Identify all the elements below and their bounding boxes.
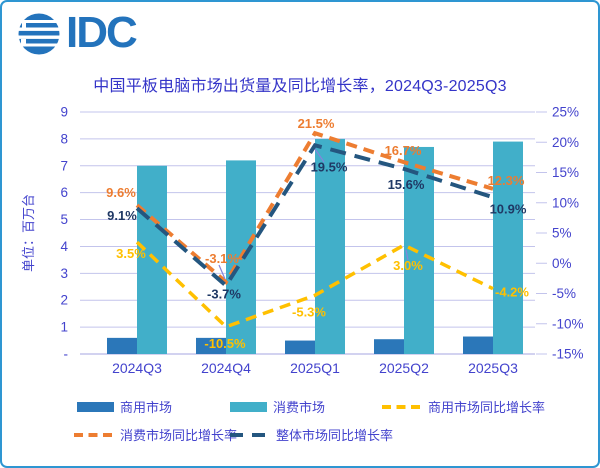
x-axis-label: 2025Q1 (290, 360, 340, 376)
y-axis-right-tick: 5% (552, 226, 572, 241)
x-axis-label: 2024Q3 (112, 360, 162, 376)
y-axis-left-tick: 3 (60, 266, 68, 281)
bar-commercial-market (463, 336, 493, 354)
y-axis-right-tick: 10% (552, 195, 579, 210)
bar-commercial-market (196, 337, 226, 354)
data-label: 9.6% (106, 185, 136, 200)
y-axis-left-tick: 2 (60, 293, 68, 308)
idc-logo: IDC (16, 8, 138, 57)
bar-consumer-market (315, 138, 345, 354)
data-label: 16.7% (385, 143, 422, 158)
y-axis-left-tick: 8 (60, 131, 68, 146)
data-label: -3.7% (207, 287, 241, 302)
y-axis-left-tick: 6 (60, 185, 68, 200)
bar-consumer-market (493, 141, 523, 354)
data-label: 10.9% (490, 201, 527, 216)
y-axis-left-tick: - (64, 347, 69, 362)
y-axis-left-tick: 4 (60, 239, 68, 254)
data-label: -10.5% (204, 336, 246, 351)
growth-line-consumer (135, 130, 494, 286)
y-axis-right-tick: -15% (552, 347, 584, 362)
bar-consumer-market (137, 165, 167, 354)
x-axis-label: 2025Q2 (379, 360, 429, 376)
idc-globe-icon (18, 13, 60, 55)
data-label: 19.5% (311, 159, 348, 174)
leader-line (314, 148, 325, 163)
y-axis-right-tick: 0% (552, 256, 572, 271)
y-axis-left-tick: 5 (60, 212, 68, 227)
y-axis-left-tick: 7 (60, 158, 68, 173)
data-label: -3.1% (205, 251, 239, 266)
leader-line (218, 264, 226, 280)
data-label: 3.5% (116, 246, 146, 261)
y-axis-right-tick: 20% (552, 135, 579, 150)
data-label: 12.3% (488, 173, 525, 188)
bar-commercial-market (107, 337, 137, 354)
data-label: -5.3% (292, 304, 326, 319)
chart-title: 中国平板电脑市场出货量及同比增长率，2024Q3-2025Q3 (93, 78, 507, 95)
idc-logo-text: IDC (66, 8, 138, 57)
data-label: 9.1% (107, 208, 137, 223)
x-axis-label: 2024Q4 (201, 360, 251, 376)
y-axis-right-tick: -5% (552, 286, 576, 301)
y-axis-right-tick: 25% (552, 105, 579, 120)
bar-consumer-market (404, 146, 434, 354)
data-label: 3.0% (393, 258, 423, 273)
data-label: -4.2% (495, 285, 529, 300)
leader-line (405, 249, 409, 261)
y-axis-left-tick: 1 (60, 320, 68, 335)
bar-commercial-market (374, 339, 404, 354)
y-axis-left-tick: 9 (60, 105, 68, 120)
data-label: 21.5% (298, 116, 335, 131)
y-axis-right-tick: -10% (552, 316, 584, 331)
growth-line-overall (135, 142, 494, 289)
x-axis-label: 2025Q3 (468, 360, 518, 376)
bar-commercial-market (285, 340, 315, 354)
y-axis-title: 单位：百万台 (21, 194, 36, 272)
y-axis-right-tick: 15% (552, 165, 579, 180)
growth-line-commercial (135, 240, 494, 329)
data-label: 15.6% (388, 177, 425, 192)
